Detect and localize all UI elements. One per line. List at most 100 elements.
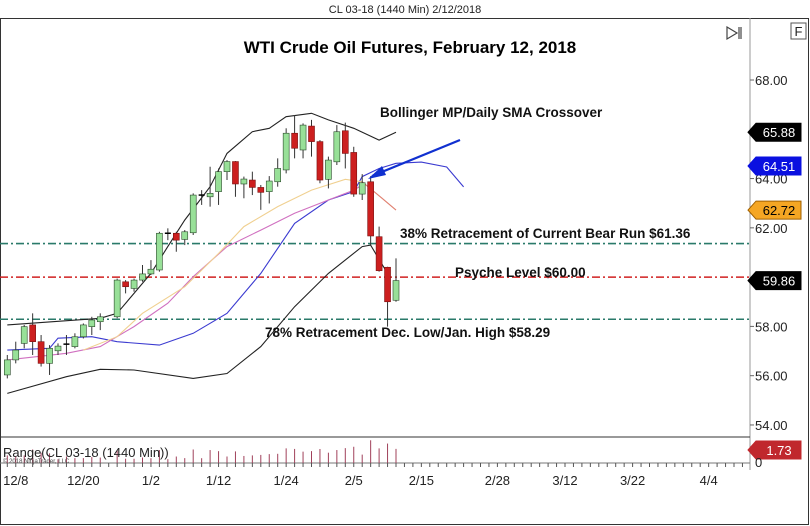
candle-body — [29, 324, 36, 342]
candle-body — [291, 132, 298, 149]
candle-body — [341, 130, 349, 154]
price-tag-label: 64.51 — [763, 159, 796, 174]
candle — [80, 323, 87, 339]
candle-body — [71, 336, 79, 347]
candle — [367, 176, 374, 247]
candle — [181, 230, 189, 246]
candle — [265, 176, 273, 204]
candle — [139, 265, 146, 282]
candle — [240, 176, 248, 199]
price-tag-label: 62.72 — [763, 203, 796, 218]
skip-to-end-icon[interactable] — [726, 25, 742, 41]
x-tick-label: 12/20 — [67, 473, 100, 488]
candle — [206, 166, 214, 207]
f-button-label: F — [795, 24, 803, 39]
candle-body — [333, 131, 341, 163]
x-tick-label: 12/8 — [3, 473, 28, 488]
candle — [164, 228, 171, 241]
x-tick-label: 2/15 — [409, 473, 434, 488]
candle — [333, 125, 341, 166]
level-label-78: 78% Retracement Dec. Low/Jan. High $58.2… — [265, 325, 550, 340]
x-tick-label: 2/28 — [485, 473, 510, 488]
window-title: CL 03-18 (1440 Min) 2/12/2018 — [329, 4, 481, 16]
candle — [130, 278, 138, 292]
salmon-ma-line — [361, 181, 397, 211]
subpanel-zero-label: 0 — [755, 455, 762, 470]
indicators — [7, 112, 465, 394]
price-tag: 64.51 — [747, 156, 802, 176]
range-tag: 1.73 — [747, 440, 802, 460]
candle-body — [384, 266, 391, 303]
candle — [113, 278, 121, 319]
candle-body — [350, 152, 358, 195]
chart-frame — [0, 18, 809, 525]
candle-body — [274, 168, 282, 183]
chart-title: WTI Crude Oil Futures, February 12, 2018 — [244, 38, 577, 57]
x-tick-label: 1/24 — [273, 473, 298, 488]
candle-body — [130, 279, 138, 289]
candle-body — [206, 193, 214, 198]
horizontal-levels — [0, 242, 750, 321]
x-tick-label: 4/4 — [700, 473, 718, 488]
price-tags: 65.88 64.51 62.72 59.86 1.73 — [747, 122, 802, 460]
f-button[interactable]: F — [790, 22, 807, 40]
candle-body — [80, 324, 87, 338]
candle — [96, 313, 104, 331]
candle-body — [96, 316, 104, 323]
candle — [358, 174, 366, 200]
candle — [156, 231, 163, 272]
candle-body — [308, 125, 315, 142]
candle — [392, 258, 400, 302]
candle-body — [4, 359, 11, 376]
candle-body — [367, 181, 374, 237]
candle — [54, 343, 62, 355]
price-tag-shape — [747, 200, 802, 220]
price-tag-label: 65.88 — [763, 125, 796, 140]
price-tag-shape — [747, 156, 802, 176]
y-tick-label: 58.00 — [755, 319, 788, 334]
candle — [299, 123, 307, 159]
range-tag-label: 1.73 — [766, 443, 791, 458]
candle — [232, 161, 239, 197]
candle — [291, 114, 298, 159]
candle-body — [316, 141, 324, 181]
price-tag-label: 59.86 — [763, 274, 796, 289]
candle — [316, 140, 324, 184]
candle — [122, 280, 129, 294]
candle-body — [223, 161, 231, 172]
subpanel-label: Range(CL 03-18 (1440 Min)) — [3, 445, 169, 460]
candle — [189, 193, 197, 235]
candle — [198, 190, 205, 205]
candle-body — [232, 161, 239, 185]
x-tick-label: 1/12 — [206, 473, 231, 488]
candle-body — [122, 281, 129, 288]
candle-body — [12, 349, 20, 361]
candle — [4, 354, 11, 379]
candle-body — [189, 194, 197, 234]
candle-body — [113, 279, 121, 318]
candle — [88, 316, 96, 336]
candle-body — [265, 180, 273, 192]
crossover-label: Bollinger MP/Daily SMA Crossover — [380, 105, 603, 120]
candle-body — [181, 231, 189, 240]
candles — [4, 114, 400, 379]
x-tick-label: 2/5 — [345, 473, 363, 488]
x-tick-label: 3/22 — [620, 473, 645, 488]
y-tick-label: 54.00 — [755, 418, 788, 433]
candle — [12, 341, 20, 364]
candle-body — [88, 319, 96, 327]
candle — [308, 119, 315, 157]
price-tag: 59.86 — [747, 271, 802, 291]
candle — [274, 158, 282, 187]
candle-body — [257, 187, 265, 193]
candle — [249, 171, 256, 196]
crossover-annotation: Bollinger MP/Daily SMA Crossover — [368, 105, 603, 179]
upper-band-line — [7, 112, 397, 326]
candle — [384, 266, 391, 327]
candle-body — [375, 236, 383, 272]
candle — [350, 146, 358, 197]
range-bars — [6, 440, 397, 463]
candle-body — [173, 232, 180, 241]
candle-body — [147, 268, 155, 275]
